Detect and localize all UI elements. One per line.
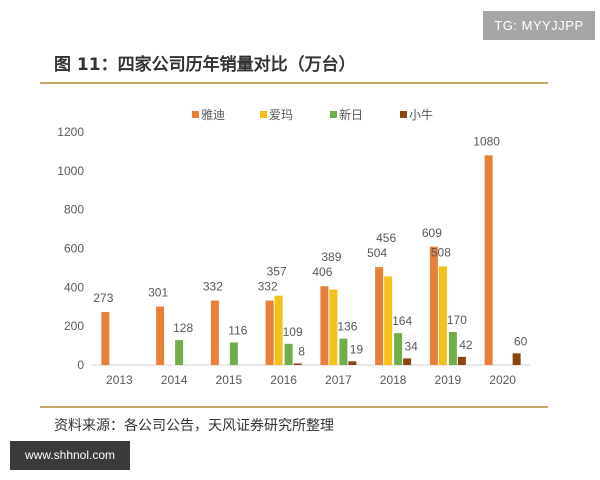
legend-swatch-雅迪 — [192, 111, 199, 118]
legend-label: 小牛 — [409, 107, 433, 122]
legend-label: 爱玛 — [269, 108, 293, 122]
footer-rule — [40, 406, 548, 408]
y-tick-label: 800 — [64, 203, 84, 217]
data-label: 128 — [173, 321, 193, 335]
data-label: 301 — [148, 286, 168, 300]
bar-新日-2014 — [175, 340, 184, 365]
bar-爱玛-2016 — [274, 295, 283, 365]
bar-小牛-2016 — [293, 363, 302, 365]
bar-新日-2018 — [394, 333, 403, 365]
legend-swatch-小牛 — [400, 111, 407, 118]
data-label: 508 — [431, 245, 451, 259]
bar-雅迪-2018 — [375, 267, 384, 365]
x-tick-label: 2019 — [435, 373, 462, 387]
data-label: 332 — [258, 280, 278, 294]
data-label: 136 — [337, 320, 357, 334]
watermark-top: TG: MYYJJPP — [483, 11, 595, 40]
y-tick-label: 1000 — [57, 164, 84, 178]
data-label: 456 — [376, 231, 396, 245]
bar-雅迪-2019 — [429, 246, 438, 365]
bar-新日-2015 — [229, 342, 238, 365]
bar-小牛-2017 — [348, 361, 357, 365]
bar-爱玛-2019 — [438, 266, 447, 365]
bar-小牛-2020 — [512, 353, 521, 365]
watermark-bottom: www.shhnol.com — [10, 441, 130, 470]
bar-雅迪-2014 — [156, 306, 165, 365]
data-label: 60 — [514, 334, 528, 348]
bar-小牛-2019 — [457, 356, 466, 365]
legend-swatch-新日 — [330, 111, 337, 118]
title-rule — [40, 82, 548, 84]
bar-新日-2017 — [339, 338, 348, 365]
bar-新日-2019 — [448, 331, 457, 365]
bar-chart: 0 200 400 600 800 1000 1200 2013 273 2014 301 128 20… — [57, 107, 530, 387]
x-tick-label: 2016 — [270, 373, 297, 387]
data-label: 109 — [283, 325, 303, 339]
bar-雅迪-2013 — [101, 311, 110, 365]
data-label: 389 — [321, 250, 341, 264]
bar-雅迪-2017 — [320, 286, 329, 365]
x-tick-label: 2015 — [216, 373, 243, 387]
y-tick-label: 400 — [64, 280, 84, 294]
bar-爱玛-2017 — [329, 289, 338, 365]
source-note: 资料来源：各公司公告，天风证券研究所整理 — [54, 418, 334, 434]
y-tick-label: 600 — [64, 242, 84, 256]
data-label: 406 — [312, 265, 332, 279]
data-label: 34 — [404, 339, 418, 353]
data-label: 170 — [447, 313, 467, 327]
x-tick-label: 2018 — [380, 373, 407, 387]
y-tick-label: 1200 — [57, 125, 84, 139]
data-label: 273 — [93, 291, 113, 305]
bar-雅迪-2020 — [484, 155, 493, 365]
data-label: 164 — [392, 314, 412, 328]
bar-新日-2016 — [284, 343, 293, 365]
y-tick-label: 200 — [64, 319, 84, 333]
data-label: 42 — [459, 338, 473, 352]
data-label: 332 — [203, 280, 223, 294]
bar-雅迪-2015 — [210, 300, 219, 365]
x-tick-label: 2013 — [106, 373, 133, 387]
data-label: 357 — [267, 265, 287, 279]
x-tick-label: 2017 — [325, 373, 352, 387]
data-label: 609 — [422, 226, 442, 240]
data-label: 504 — [367, 246, 387, 260]
legend-label: 新日 — [339, 107, 363, 122]
data-label: 116 — [228, 323, 247, 337]
x-tick-label: 2014 — [161, 373, 188, 387]
data-label: 1080 — [473, 134, 500, 148]
bar-雅迪-2016 — [265, 300, 274, 365]
legend-swatch-爱玛 — [260, 111, 267, 118]
data-label: 8 — [298, 344, 305, 358]
figure-title: 图 11：四家公司历年销量对比（万台） — [54, 55, 356, 75]
x-tick-label: 2020 — [489, 373, 516, 387]
data-label: 19 — [350, 342, 364, 356]
legend-label: 雅迪 — [201, 107, 225, 122]
y-tick-label: 0 — [77, 358, 84, 372]
bar-小牛-2018 — [403, 358, 412, 365]
bar-爱玛-2018 — [384, 276, 393, 365]
